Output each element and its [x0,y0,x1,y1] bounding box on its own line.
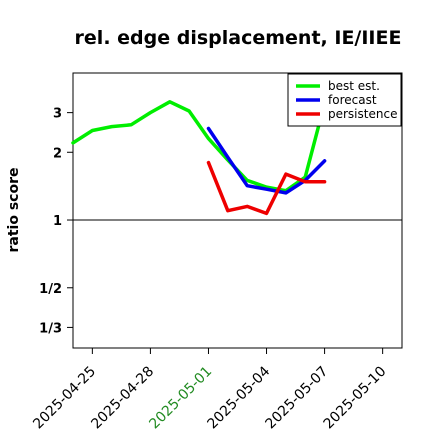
y-tick-label: 3 [53,107,62,122]
y-tick-label: 1 [53,214,62,229]
plot-area-frame [72,72,403,349]
y-axis-label: ratio score [6,168,22,253]
legend-label: forecast [328,93,377,107]
x-tick-label: 2025-05-10 [321,364,390,433]
series-line-persistence [206,160,327,216]
series-line-best-est [71,100,327,193]
legend-label: best est. [328,79,380,93]
legend-label: persistence [328,107,397,121]
y-tick-label: 1/2 [39,282,62,297]
y-tick-label: 1/3 [39,321,62,336]
y-tick-label: 2 [53,146,62,161]
chart-title: rel. edge displacement, IE/IIEE [75,27,402,49]
